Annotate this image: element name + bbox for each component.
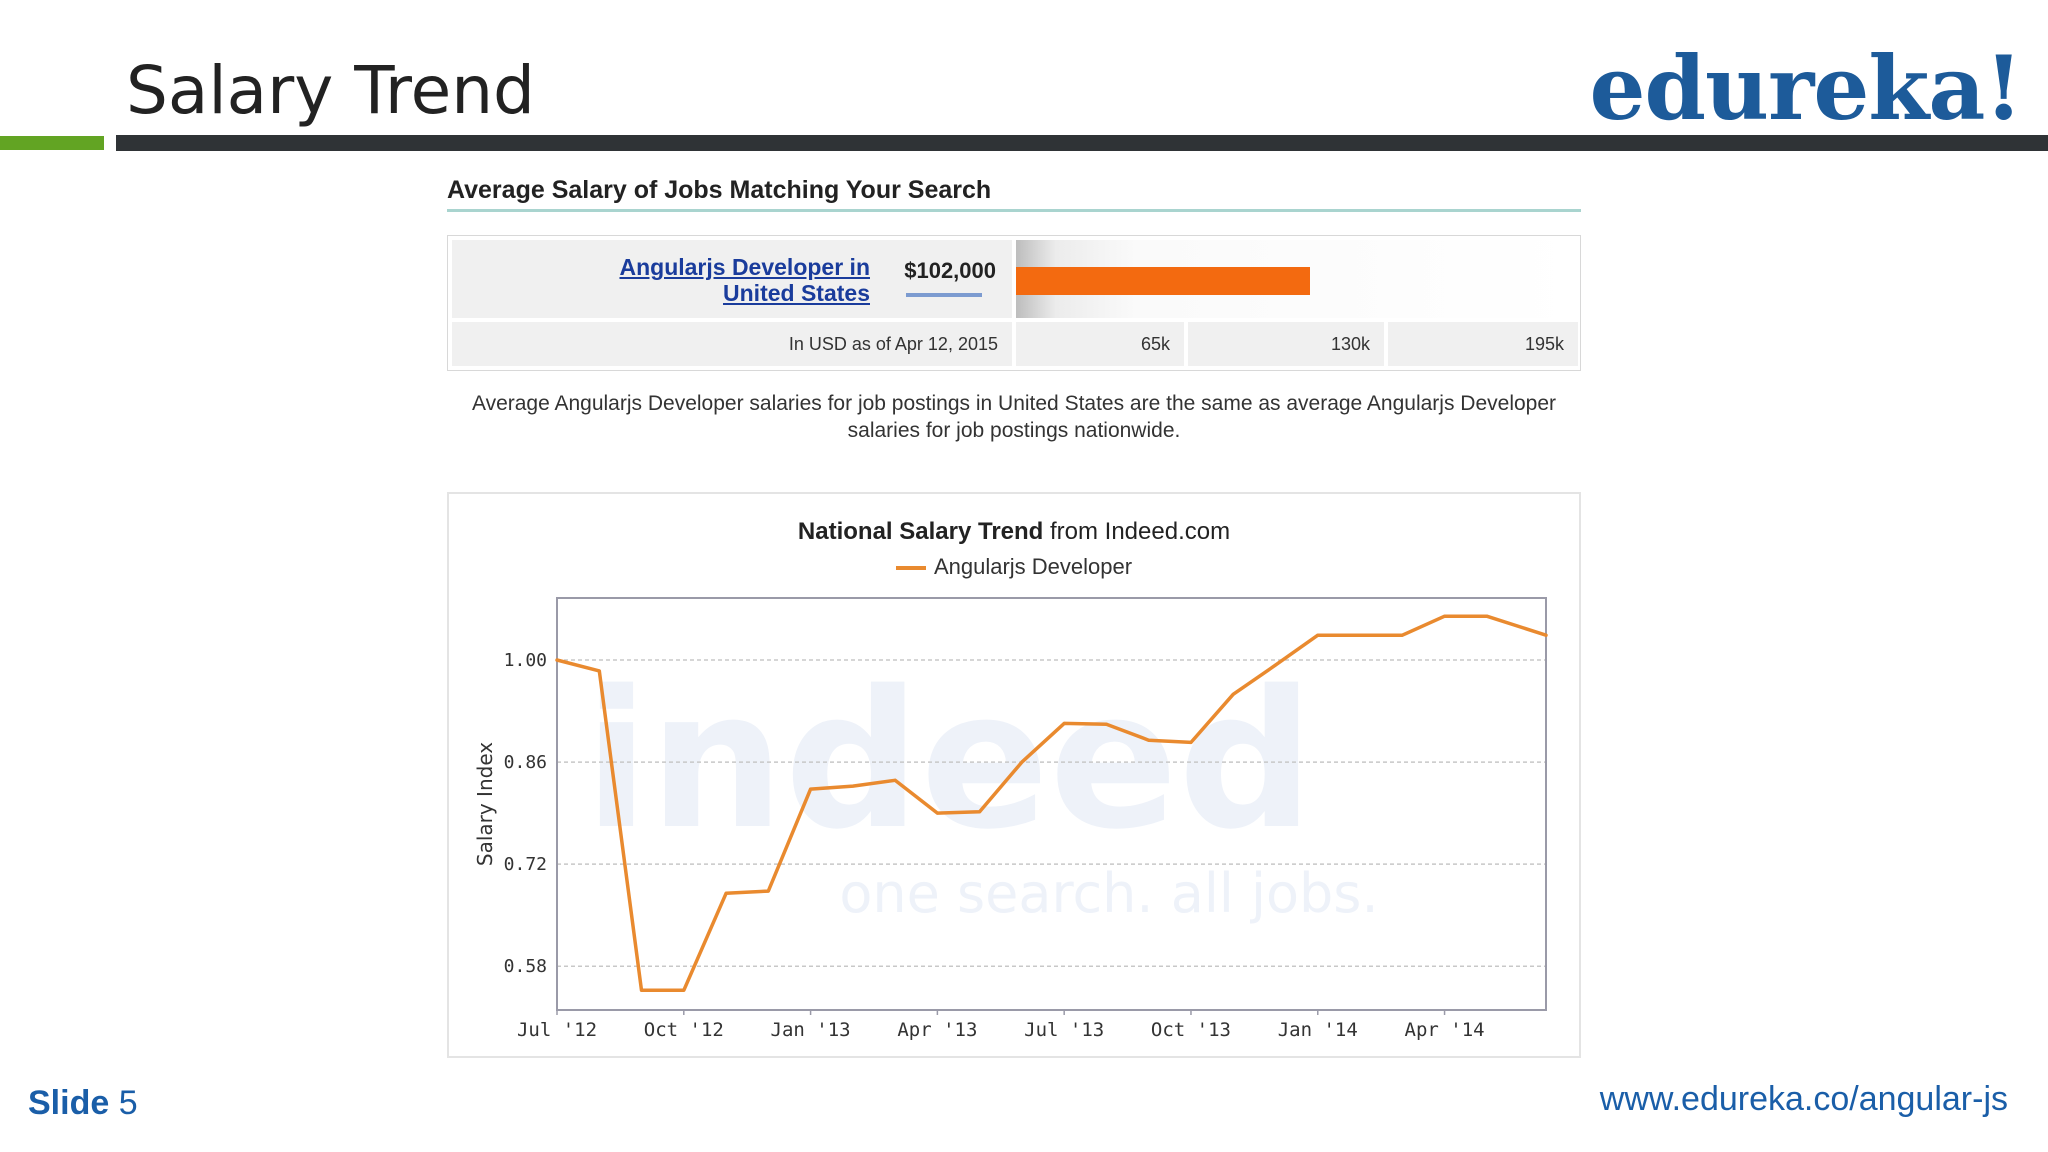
chart-title: National Salary Trend from Indeed.com: [449, 518, 1579, 546]
accent-bar-dark: [116, 135, 2048, 151]
salary-summary-box: Angularjs Developer in United States $10…: [447, 235, 1581, 371]
data-point: [893, 778, 897, 782]
data-point: [1189, 740, 1193, 744]
data-point: [978, 810, 982, 814]
y-tick-label: 0.58: [504, 956, 547, 977]
series-line: [555, 614, 1548, 993]
salary-trend-chart: National Salary Trend from Indeed.com An…: [447, 492, 1581, 1058]
slide-number-value: 5: [118, 1084, 138, 1122]
salary-amount-underline: [906, 293, 982, 297]
chart-legend: Angularjs Developer: [449, 554, 1579, 580]
y-tick-label: 0.72: [504, 854, 547, 875]
data-point: [1316, 633, 1320, 637]
plot-frame: [556, 597, 1547, 1011]
job-title-link[interactable]: Angularjs Developer in United States: [619, 254, 870, 306]
data-point: [724, 891, 728, 895]
salary-bar: [1016, 267, 1310, 295]
x-tick-label: Jan '13: [771, 1019, 851, 1041]
y-tick-label: 1.00: [504, 650, 547, 671]
data-point: [1274, 663, 1278, 667]
footer-url[interactable]: www.edureka.co/angular-js: [1599, 1080, 2008, 1118]
chart-title-bold: National Salary Trend: [797, 518, 1044, 545]
data-point: [640, 988, 644, 992]
data-point: [766, 889, 770, 893]
watermark-tagline: one search. all jobs.: [839, 862, 1378, 925]
data-point: [1062, 721, 1066, 725]
data-point: [1020, 760, 1024, 764]
legend-label: Angularjs Developer: [933, 554, 1133, 579]
scale-label-1: 65k: [1016, 322, 1184, 366]
scale-label-3: 195k: [1388, 322, 1578, 366]
x-tick-label: Jul '13: [1024, 1019, 1104, 1041]
data-point: [555, 658, 559, 662]
data-point: [1400, 633, 1404, 637]
data-point: [1104, 722, 1108, 726]
legend-swatch: [895, 566, 926, 571]
data-point: [1544, 633, 1548, 637]
edureka-logo: edureka!: [1589, 36, 2023, 140]
data-point: [1443, 614, 1447, 618]
salary-amount: $102,000: [904, 258, 996, 283]
heading-divider: [447, 209, 1581, 212]
data-point: [597, 669, 601, 673]
data-point: [1358, 633, 1362, 637]
x-tick-label: Jul '12: [517, 1019, 597, 1041]
data-point: [1147, 738, 1151, 742]
slide-title: Salary Trend: [126, 52, 535, 129]
salary-note: Average Angularjs Developer salaries for…: [471, 392, 1557, 442]
data-point: [682, 988, 686, 992]
scale-label-2: 130k: [1188, 322, 1384, 366]
x-tick-label: Oct '13: [1151, 1019, 1231, 1041]
job-cell: Angularjs Developer in United States $10…: [452, 240, 1012, 318]
currency-note: In USD as of Apr 12, 2015: [452, 322, 1012, 366]
data-point: [935, 811, 939, 815]
data-point: [1485, 614, 1489, 618]
chart-title-source: from Indeed.com: [1050, 518, 1231, 545]
accent-bar-green: [0, 136, 104, 150]
slide-label: Slide: [28, 1084, 110, 1122]
y-tick-label: 0.86: [504, 752, 547, 773]
data-point: [1231, 692, 1235, 696]
x-tick-label: Apr '13: [897, 1019, 977, 1041]
data-point: [851, 784, 855, 788]
data-point: [809, 787, 813, 791]
y-axis-label: Salary Index: [473, 742, 497, 866]
x-tick-label: Jan '14: [1278, 1019, 1358, 1041]
watermark-logo-text: indeed: [584, 650, 1314, 871]
salary-heading: Average Salary of Jobs Matching Your Sea…: [447, 176, 992, 204]
slide-number: Slide 5: [28, 1084, 138, 1123]
x-tick-label: Oct '12: [644, 1019, 724, 1041]
x-tick-label: Apr '14: [1405, 1019, 1485, 1041]
